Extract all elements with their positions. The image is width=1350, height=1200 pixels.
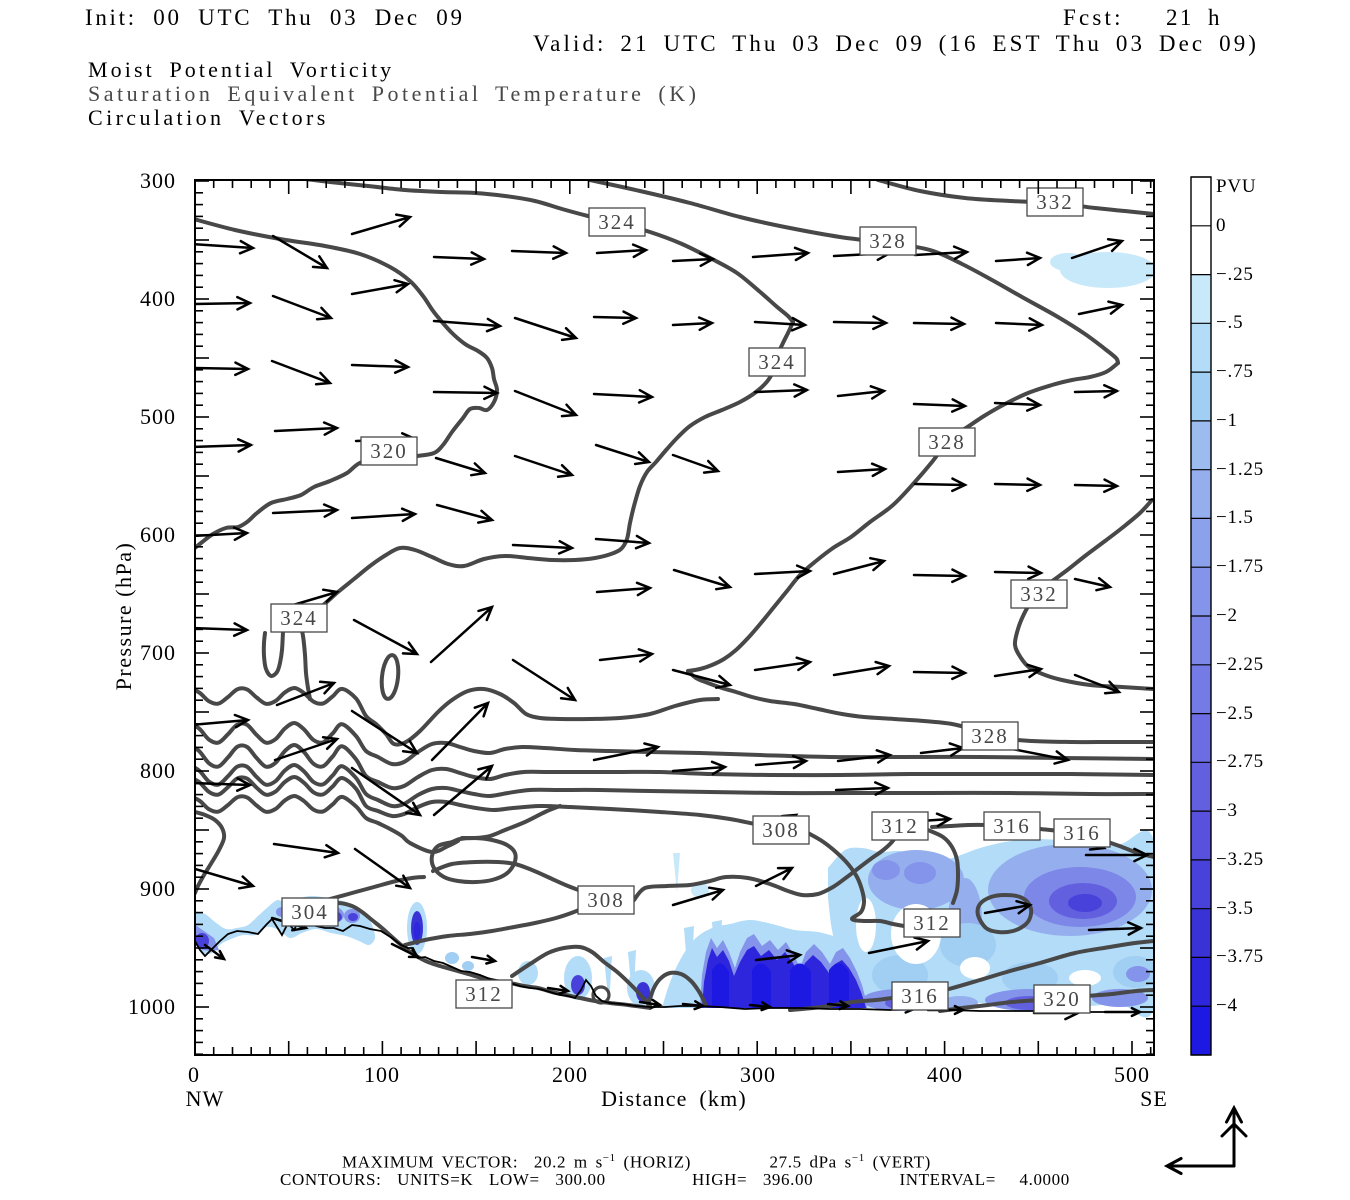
svg-text:332: 332 — [1020, 582, 1058, 606]
svg-text:332: 332 — [1036, 190, 1074, 214]
svg-text:328: 328 — [928, 430, 966, 454]
svg-text:308: 308 — [762, 818, 800, 842]
svg-text:316: 316 — [1063, 821, 1101, 845]
svg-text:304: 304 — [291, 900, 329, 924]
svg-text:324: 324 — [280, 606, 318, 630]
svg-text:312: 312 — [913, 911, 951, 935]
svg-text:328: 328 — [869, 229, 907, 253]
svg-text:324: 324 — [598, 210, 636, 234]
svg-text:320: 320 — [370, 439, 408, 463]
svg-text:316: 316 — [993, 814, 1031, 838]
svg-text:320: 320 — [1043, 987, 1081, 1011]
svg-text:324: 324 — [758, 350, 796, 374]
svg-text:328: 328 — [971, 724, 1009, 748]
svg-text:312: 312 — [881, 814, 919, 838]
svg-text:308: 308 — [587, 888, 625, 912]
svg-text:312: 312 — [465, 982, 503, 1006]
svg-text:316: 316 — [901, 984, 939, 1008]
